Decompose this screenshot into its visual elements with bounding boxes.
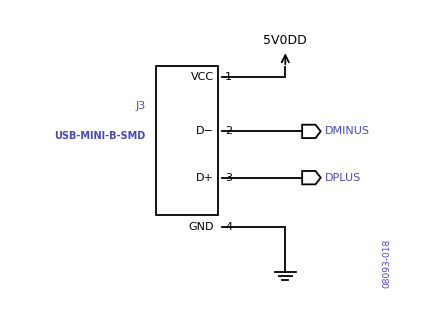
Text: USB-MINI-B-SMD: USB-MINI-B-SMD: [54, 131, 145, 141]
Text: J3: J3: [135, 101, 145, 111]
Text: 4: 4: [225, 221, 232, 231]
FancyBboxPatch shape: [155, 66, 217, 215]
Text: 3: 3: [225, 173, 232, 183]
Text: VCC: VCC: [190, 72, 214, 82]
Text: 08093-018: 08093-018: [381, 239, 390, 289]
Text: D−: D−: [195, 126, 214, 136]
Polygon shape: [302, 171, 320, 184]
Text: 1: 1: [225, 72, 232, 82]
Text: 2: 2: [225, 126, 232, 136]
Text: 5V0DD: 5V0DD: [263, 33, 306, 46]
Text: DPLUS: DPLUS: [324, 173, 360, 183]
Polygon shape: [302, 125, 320, 138]
Text: DMINUS: DMINUS: [324, 126, 369, 136]
Text: GND: GND: [188, 221, 214, 231]
Text: D+: D+: [195, 173, 214, 183]
